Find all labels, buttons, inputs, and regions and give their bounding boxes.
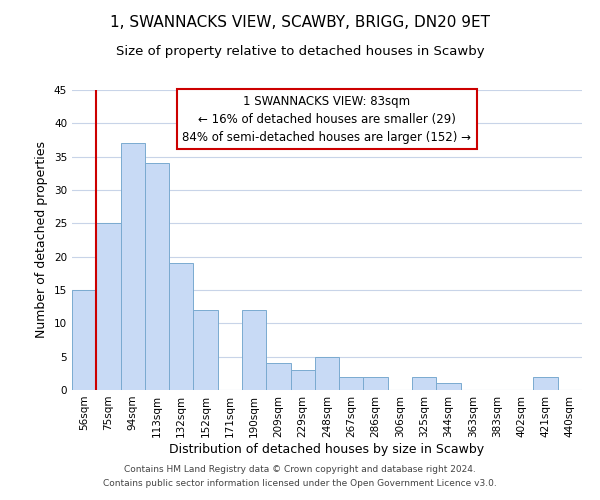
Bar	[339, 376, 364, 390]
Bar	[364, 376, 388, 390]
X-axis label: Distribution of detached houses by size in Scawby: Distribution of detached houses by size …	[169, 442, 485, 456]
Bar	[533, 376, 558, 390]
Bar	[266, 364, 290, 390]
Bar	[290, 370, 315, 390]
Y-axis label: Number of detached properties: Number of detached properties	[35, 142, 49, 338]
Bar	[315, 356, 339, 390]
Bar	[145, 164, 169, 390]
Text: Contains HM Land Registry data © Crown copyright and database right 2024.
Contai: Contains HM Land Registry data © Crown c…	[103, 466, 497, 487]
Bar	[72, 290, 96, 390]
Bar	[169, 264, 193, 390]
Bar	[96, 224, 121, 390]
Text: 1, SWANNACKS VIEW, SCAWBY, BRIGG, DN20 9ET: 1, SWANNACKS VIEW, SCAWBY, BRIGG, DN20 9…	[110, 15, 490, 30]
Bar	[121, 144, 145, 390]
Bar	[436, 384, 461, 390]
Bar	[242, 310, 266, 390]
Bar	[412, 376, 436, 390]
Text: Size of property relative to detached houses in Scawby: Size of property relative to detached ho…	[116, 45, 484, 58]
Bar	[193, 310, 218, 390]
Text: 1 SWANNACKS VIEW: 83sqm
← 16% of detached houses are smaller (29)
84% of semi-de: 1 SWANNACKS VIEW: 83sqm ← 16% of detache…	[182, 94, 472, 144]
